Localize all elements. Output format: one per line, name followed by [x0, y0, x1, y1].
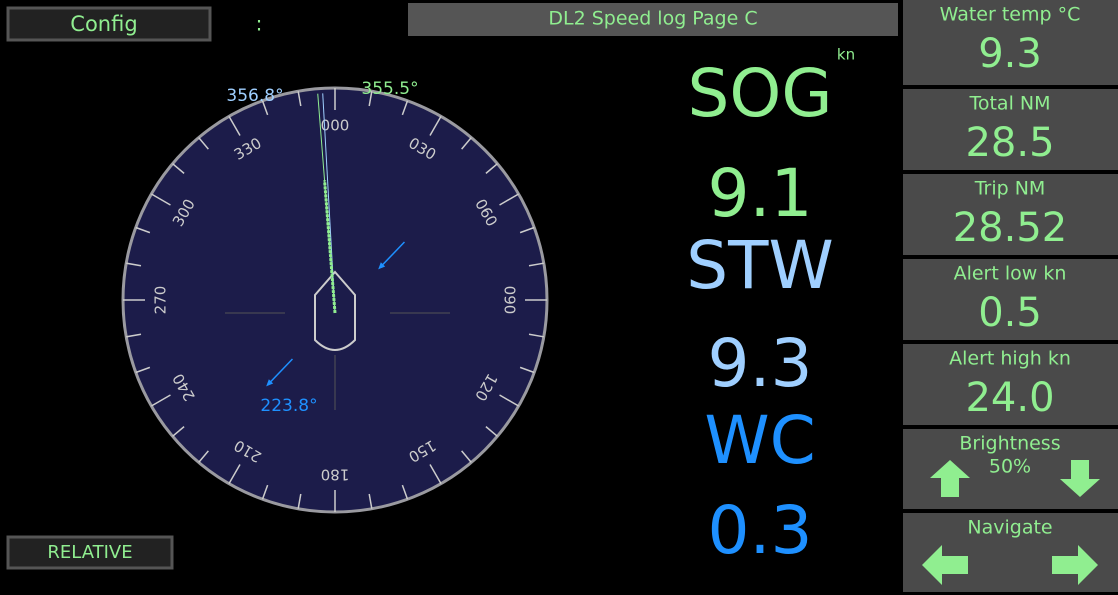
speed-vector: [323, 180, 337, 314]
navigate-left[interactable]: [922, 545, 968, 585]
panel-label: Alert high kn: [949, 348, 1071, 370]
tick: [151, 394, 171, 407]
navigate-arrows: [922, 545, 1098, 585]
readout-value: 0.3: [708, 492, 813, 569]
panel-label: Trip NM: [974, 178, 1046, 200]
panel-value: 28.52: [953, 205, 1068, 251]
brightness-arrows: [930, 460, 1100, 497]
tick: [151, 193, 171, 206]
tick: [519, 226, 535, 234]
unit: kn: [837, 46, 855, 64]
tick: [528, 262, 544, 267]
tick: [429, 464, 442, 484]
tick: [368, 91, 373, 107]
tick: [368, 493, 373, 509]
current-head: [266, 379, 274, 387]
panel-label: Alert low kn: [954, 263, 1067, 285]
current-head: [378, 262, 386, 270]
heading-label: 356.8°: [226, 86, 283, 106]
tick: [528, 333, 544, 338]
tick: [135, 226, 151, 234]
current-arrow: [266, 358, 293, 387]
tick: [461, 450, 472, 463]
tick: [135, 366, 151, 374]
mode-label: RELATIVE: [47, 542, 132, 563]
readout-label: SOG: [688, 55, 833, 132]
bearing-label: 000: [321, 117, 350, 135]
ship-outline: [314, 270, 356, 352]
panel-value: 24.0: [965, 375, 1054, 421]
brightness-up[interactable]: [930, 460, 970, 497]
tick: [172, 163, 185, 174]
panel: [903, 0, 1118, 85]
panel-label: Water temp °C: [940, 4, 1081, 26]
tick: [261, 484, 269, 500]
page-title: DL2 Speed log Page C: [548, 8, 757, 30]
readout-value: 9.3: [708, 325, 813, 402]
current-shaft: [379, 241, 405, 269]
tick: [461, 137, 472, 150]
tick: [261, 100, 269, 116]
tick: [401, 100, 409, 116]
tick: [429, 116, 442, 136]
bearing-label: 090: [501, 286, 519, 315]
tick: [198, 137, 209, 150]
tick: [519, 366, 535, 374]
tick-ring: [123, 88, 547, 512]
navigate-right[interactable]: [1052, 545, 1098, 585]
tick: [499, 394, 519, 407]
tick: [297, 91, 302, 107]
readout-label: STW: [686, 227, 833, 304]
config-button[interactable]: [6, 6, 212, 42]
tick: [401, 484, 409, 500]
course-label: 355.5°: [361, 79, 418, 99]
current-arrow: [378, 241, 405, 270]
readout-value: 9.1: [708, 155, 813, 232]
bearing-label: 270: [152, 286, 170, 315]
tick: [297, 493, 302, 509]
panel-value: 0.5: [978, 290, 1042, 336]
panel-label: Navigate: [967, 517, 1052, 539]
tick: [126, 262, 142, 267]
tick: [172, 426, 185, 437]
panel-label: Total NM: [968, 93, 1050, 115]
panel-label: Brightness: [959, 433, 1060, 455]
bearing-label: 180: [321, 466, 350, 484]
panel: [903, 174, 1118, 255]
current-shaft: [267, 358, 293, 386]
panel-value: 28.5: [965, 120, 1054, 166]
panel-value: 9.3: [978, 31, 1042, 77]
mode-button[interactable]: [6, 535, 174, 570]
panel: [903, 259, 1118, 340]
panel: [903, 344, 1118, 425]
config-label: Config: [70, 12, 137, 36]
tick: [499, 193, 519, 206]
title-bar: [408, 3, 898, 36]
tick: [485, 426, 498, 437]
status: :: [256, 12, 263, 36]
tick: [198, 450, 209, 463]
tick: [485, 163, 498, 174]
readout-label: WC: [704, 402, 815, 479]
tick: [228, 116, 241, 136]
panel: [903, 89, 1118, 170]
panel-value: 50%: [989, 456, 1031, 478]
current-label: 223.8°: [260, 396, 317, 416]
tick: [228, 464, 241, 484]
tick: [126, 333, 142, 338]
brightness-down[interactable]: [1060, 460, 1100, 497]
